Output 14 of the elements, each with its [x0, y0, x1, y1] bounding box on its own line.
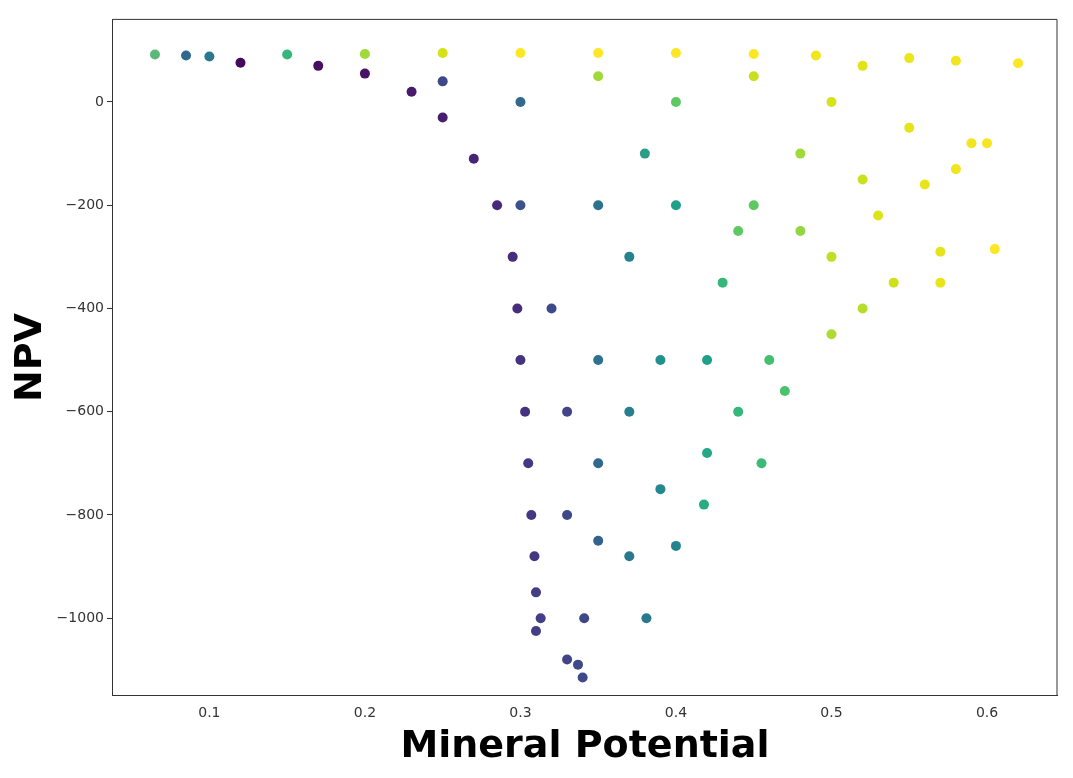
y-tick-label: −1000: [56, 608, 104, 625]
y-tick-label: −600: [65, 402, 104, 419]
y-axis-title: NPV: [5, 312, 50, 403]
y-tick-label: −400: [65, 299, 104, 316]
x-tick-label: 0.5: [820, 703, 843, 720]
x-axis-title: Mineral Potential: [400, 722, 770, 767]
x-tick-label: 0.1: [198, 703, 221, 720]
x-tick-label: 0.2: [353, 703, 377, 720]
y-tick-label: 0: [95, 92, 104, 109]
x-tick-label: 0.3: [509, 703, 532, 720]
y-tick-label: −800: [65, 505, 104, 522]
y-tick-label: −200: [65, 195, 104, 212]
x-tick-label: 0.4: [664, 703, 688, 720]
x-tick-label: 0.6: [975, 703, 999, 720]
